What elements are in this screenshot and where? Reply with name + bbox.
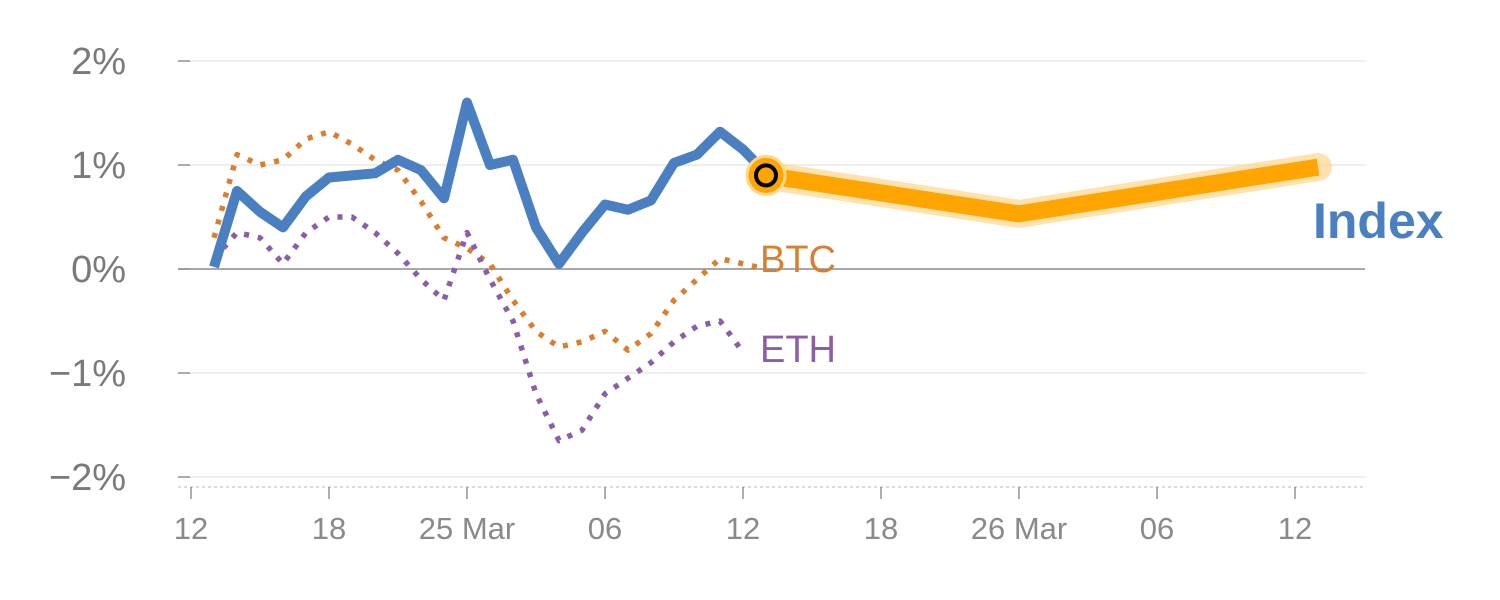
y-tick-label: 2%: [71, 41, 126, 83]
x-tick-label: 25 Mar: [419, 511, 515, 546]
grid-lines: [178, 60, 1365, 478]
eth-series-line: [211, 214, 746, 444]
x-tick-label: 06: [588, 511, 622, 546]
index-series-label: Index: [1313, 193, 1444, 249]
x-axis: 12 18 25 Mar 06 12 18 26 Mar 06 12: [174, 486, 1365, 546]
btc-series-label: BTC: [760, 239, 836, 281]
x-tick-label: 12: [726, 511, 760, 546]
y-tick-label: −1%: [49, 353, 126, 395]
highlight-marker: [745, 154, 787, 196]
series-lines: [209, 97, 1332, 444]
y-tick-label: −2%: [49, 457, 126, 499]
btc-series-line: [211, 128, 767, 353]
y-tick-label: 0%: [71, 249, 126, 291]
x-tick-label: 12: [174, 511, 208, 546]
index-series-line: [209, 97, 770, 269]
index-projection-line: [764, 158, 1320, 223]
x-tick-label: 26 Mar: [971, 511, 1067, 546]
x-tick-label: 18: [312, 511, 346, 546]
x-tick-label: 12: [1278, 511, 1312, 546]
highlight-point-inner: [754, 163, 778, 188]
x-tick-label: 18: [864, 511, 898, 546]
x-tick-label: 06: [1140, 511, 1174, 546]
y-tick-label: 1%: [71, 145, 126, 187]
eth-series-label: ETH: [760, 329, 836, 371]
y-axis-ticks: 2% 1% 0% −1% −2%: [49, 41, 190, 499]
